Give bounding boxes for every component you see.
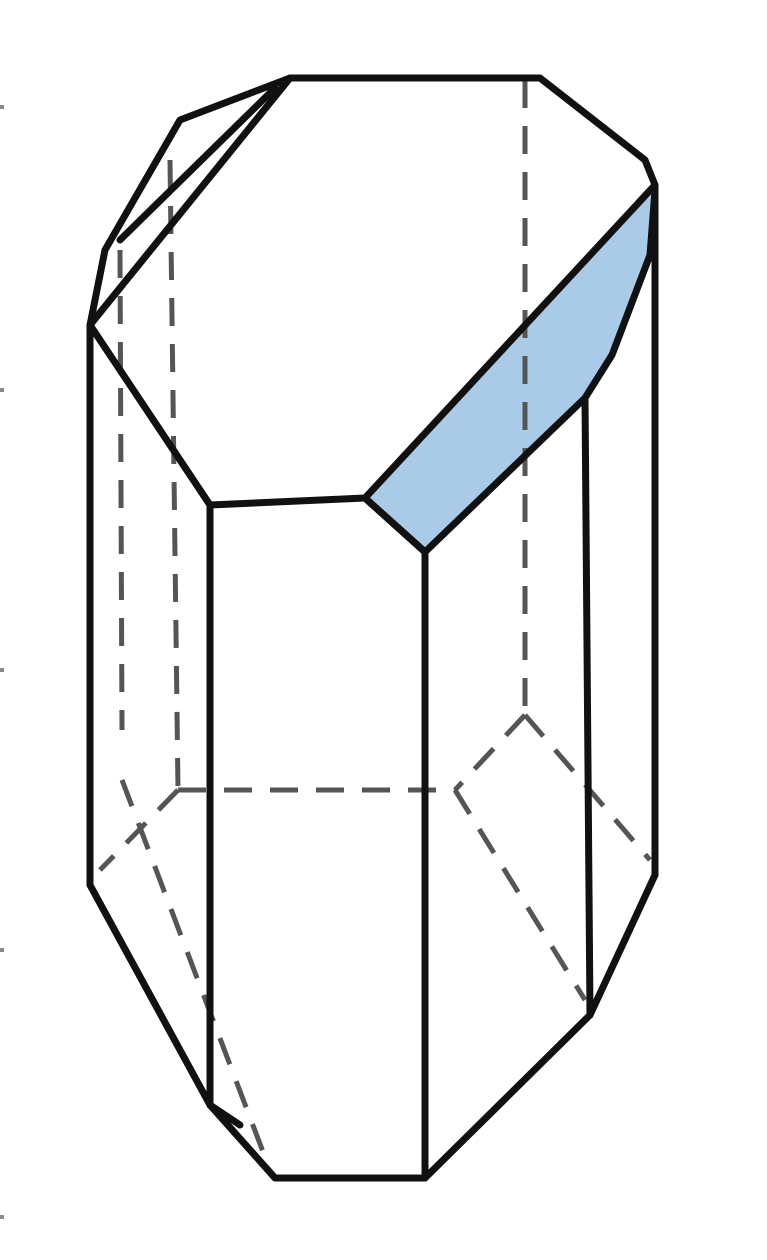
- hidden-edge: [452, 788, 588, 1002]
- hidden-edge: [167, 159, 181, 791]
- top-facet-edge: [86, 74, 294, 329]
- margin-tick: [0, 388, 4, 392]
- margin-tick: [0, 1215, 4, 1219]
- top-facet-edge: [116, 84, 279, 244]
- bottom-facet-edge: [206, 1101, 244, 1129]
- vertical-edge: [581, 394, 594, 1019]
- facet-edge: [361, 494, 429, 556]
- hidden-edges: [98, 80, 652, 1166]
- highlighted-facet: [365, 190, 655, 552]
- margin-tick: [0, 948, 4, 952]
- visible-edges: [86, 74, 659, 1182]
- margin-ticks: [0, 105, 4, 1219]
- top-face-outline: [86, 74, 659, 509]
- bottom-outline: [86, 871, 659, 1182]
- margin-tick: [0, 105, 4, 109]
- hidden-edge: [119, 779, 271, 1166]
- hidden-edge: [117, 249, 125, 731]
- hidden-edge: [453, 713, 527, 792]
- margin-tick: [0, 668, 4, 672]
